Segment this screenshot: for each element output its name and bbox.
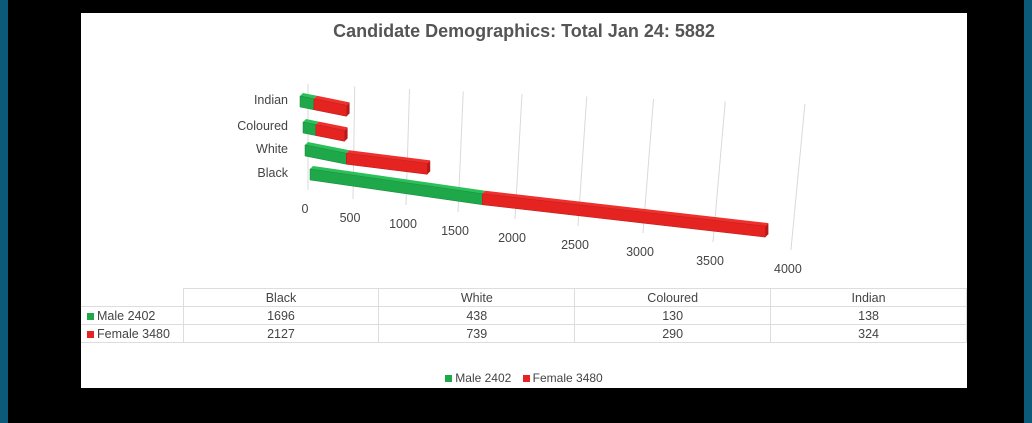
row-header: Male 2402 [81, 306, 184, 325]
bar-end-indian [346, 102, 350, 117]
row-label: Female 3480 [97, 326, 170, 341]
col-header: Black [182, 288, 380, 307]
right-edge-strip [1024, 0, 1032, 423]
bar-male-coloured [302, 121, 317, 136]
x-tick-label: 1000 [389, 217, 417, 231]
table-cell: 138 [770, 306, 967, 325]
bar-top-female-white [346, 150, 431, 164]
gridline [790, 103, 806, 251]
table-row: Female 3480 2127 739 290 324 [81, 324, 967, 343]
row-label: Male 2402 [97, 308, 156, 323]
col-header: Indian [770, 288, 967, 307]
table-cell: 130 [574, 306, 772, 325]
male-swatch-icon [445, 375, 453, 382]
bar-top-male-black [310, 166, 486, 194]
table-cell: 290 [574, 324, 772, 343]
y-category-label: White [256, 142, 288, 156]
bar-end-white [427, 160, 431, 175]
x-tick-label: 2000 [498, 231, 526, 245]
x-tick-label: 1500 [441, 224, 469, 238]
bar-top-female-coloured [315, 121, 348, 131]
female-swatch-icon [522, 375, 530, 382]
table-cell: 2127 [182, 324, 380, 343]
table-row: Male 2402 1696 438 130 138 [81, 306, 967, 325]
x-tick-label: 0 [302, 202, 309, 216]
y-category-label: Coloured [237, 119, 288, 133]
plot-area: 0 500 1000 1500 2000 2500 3000 3500 4000 Black Whi… [237, 84, 806, 276]
x-tick-label: 3000 [626, 245, 654, 259]
data-table: Black White Coloured Indian Male 2402 16… [81, 288, 967, 343]
legend-label: Male 2402 [455, 371, 512, 385]
table-cell: 324 [770, 324, 967, 343]
table-cell: 438 [378, 306, 576, 325]
bar-top-male-coloured [303, 119, 319, 125]
col-header: White [378, 288, 576, 307]
table-corner [81, 288, 184, 307]
table-cell: 739 [378, 324, 576, 343]
legend-label: Female 3480 [532, 371, 603, 385]
bar-top-male-white [305, 142, 350, 154]
chart-title: Candidate Demographics: Total Jan 24: 58… [333, 21, 715, 41]
chart-panel: Candidate Demographics: Total Jan 24: 58… [81, 13, 967, 388]
y-category-label: Indian [254, 93, 288, 107]
x-tick-label: 3500 [696, 254, 724, 268]
row-header: Female 3480 [81, 324, 184, 343]
legend: Male 2402 Female 3480 [81, 371, 967, 385]
bar-end-coloured [344, 127, 348, 142]
legend-item-male: Male 2402 [445, 371, 511, 385]
bar-end-black [765, 223, 769, 238]
female-swatch-icon [87, 330, 94, 338]
col-header: Coloured [574, 288, 772, 307]
bar-top-male-indian [300, 93, 317, 99]
male-swatch-icon [87, 312, 94, 320]
bar-top-female-indian [313, 95, 350, 106]
table-header-row: Black White Coloured Indian [81, 288, 967, 307]
table-cell: 1696 [182, 306, 380, 325]
left-edge-strip [0, 0, 8, 423]
x-tick-label: 2500 [561, 238, 589, 252]
x-tick-label: 500 [340, 211, 361, 225]
bar-top-female-black [482, 190, 769, 227]
x-tick-label: 4000 [774, 262, 802, 276]
legend-item-female: Female 3480 [522, 371, 603, 385]
y-category-label: Black [257, 166, 288, 180]
